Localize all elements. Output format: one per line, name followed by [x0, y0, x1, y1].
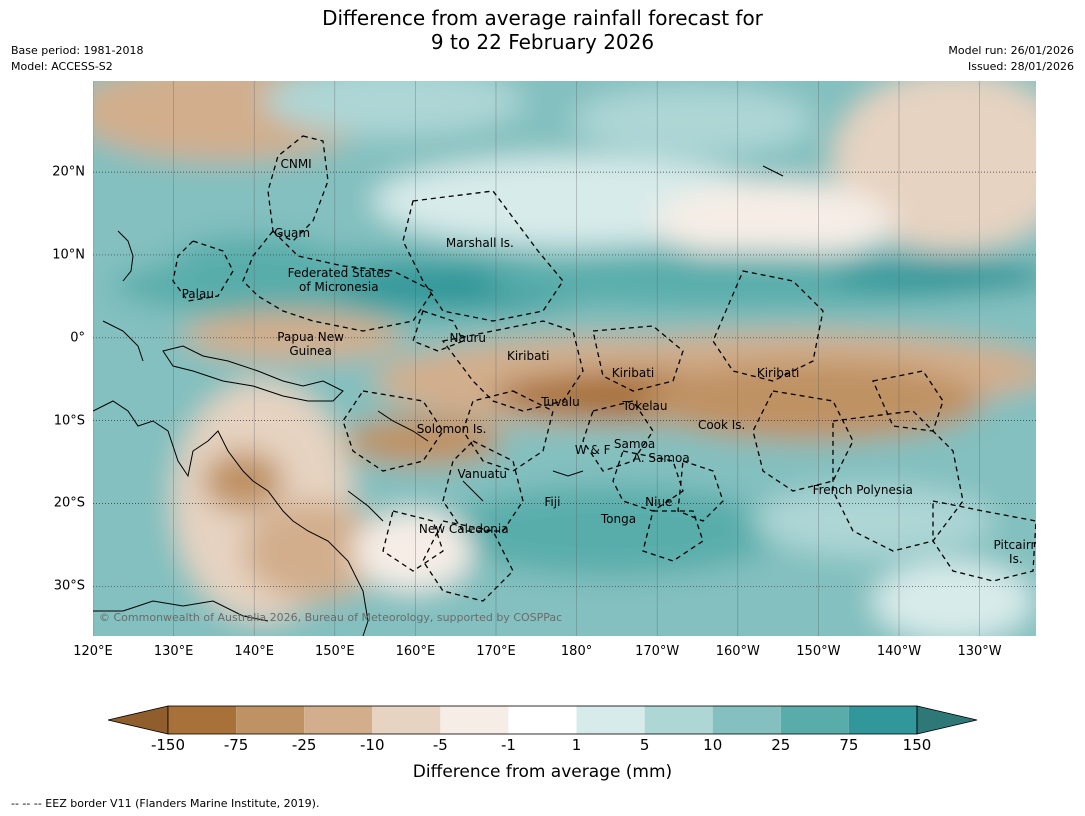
- colorbar-segment: [168, 706, 237, 734]
- colorbar-extend-high: [916, 705, 978, 735]
- longitude-tick-label: 140°E: [234, 644, 274, 659]
- region-label: Tonga: [600, 512, 637, 527]
- colorbar-segment: [304, 706, 373, 734]
- model-run: Model run: 26/01/2026: [948, 44, 1074, 57]
- longitude-tick-label: 140°W: [876, 644, 922, 659]
- longitude-tick-label: 160°W: [715, 644, 760, 659]
- region-label: Papua New Guinea: [277, 330, 344, 359]
- region-label: Palau: [181, 286, 214, 301]
- colorbar-segment: [508, 706, 577, 734]
- colorbar-tick-label: 25: [771, 736, 791, 754]
- region-label: Solomon Is.: [416, 421, 487, 436]
- region-label: Tokelau: [622, 398, 668, 413]
- colorbar-segment: [712, 706, 781, 734]
- colorbar-tick-label: -5: [432, 736, 448, 754]
- colorbar-tick-label: 1: [571, 736, 582, 754]
- base-period: Base period: 1981-2018: [11, 44, 144, 57]
- region-label: Samoa: [613, 436, 656, 451]
- copyright-notice: © Commonwealth of Australia 2026, Bureau…: [99, 611, 563, 624]
- metadata-left: Base period: 1981-2018 Model: ACCESS-S2: [11, 43, 143, 75]
- latitude-tick-label: 0°: [70, 330, 85, 346]
- issued-date: Issued: 28/01/2026: [967, 60, 1074, 73]
- colorbar-segment: [780, 706, 849, 734]
- region-label: Fiji: [544, 494, 561, 509]
- colorbar-tick-label: -150: [150, 736, 186, 754]
- region-label: Tuvalu: [541, 395, 580, 410]
- colorbar-border: [167, 705, 918, 735]
- longitude-tick-label: 150°W: [796, 644, 841, 659]
- anomaly-field: [93, 81, 1036, 636]
- latitude-tick-label: 10°S: [53, 413, 85, 429]
- eez-borders: [172, 135, 1036, 602]
- colorbar-segment: [848, 706, 917, 734]
- longitude-tick-label: 130°W: [957, 644, 1002, 659]
- eez-border-note: -- -- -- EEZ border V11 (Flanders Marine…: [11, 797, 320, 810]
- region-label: New Caledonia: [418, 522, 509, 537]
- colorbar-title: Difference from average (mm): [412, 762, 673, 782]
- region-label: Kiribati: [756, 366, 800, 381]
- title-line-1: Difference from average rainfall forecas…: [322, 6, 763, 30]
- latitude-tick-label: 10°N: [52, 247, 85, 263]
- longitude-tick-label: 120°E: [73, 644, 113, 659]
- model-name: Model: ACCESS-S2: [11, 60, 113, 73]
- longitude-tick-label: 150°E: [315, 644, 355, 659]
- colorbar-tick-label: -1: [500, 736, 516, 754]
- colorbar-tick-label: 75: [839, 736, 859, 754]
- region-label: Kiribati: [506, 349, 550, 363]
- region-label: Nauru: [449, 330, 487, 345]
- latitude-tick-label: 30°S: [53, 578, 85, 594]
- colorbar-tick-label: 5: [639, 736, 650, 754]
- colorbar-tick-label: -10: [360, 736, 385, 754]
- region-label: CNMI: [280, 156, 312, 171]
- colorbar-tick-label: -75: [223, 736, 249, 754]
- region-label: Kiribati: [611, 366, 655, 381]
- colorbar-segment: [644, 706, 713, 734]
- latitude-tick-label: 20°S: [53, 495, 85, 511]
- colorbar-segment: [440, 706, 509, 734]
- longitude-tick-label: 130°E: [153, 644, 194, 659]
- region-label: W & F: [574, 442, 611, 457]
- colorbar-extend-low: [107, 705, 169, 735]
- graticule: [93, 81, 1036, 636]
- colorbar-tick-label: -25: [291, 736, 317, 754]
- region-label: Federated States of Micronesia: [287, 265, 391, 294]
- latitude-tick-label: 20°N: [52, 164, 85, 180]
- colorbar-segment: [236, 706, 305, 734]
- region-label: A. Samoa: [632, 450, 690, 465]
- colorbar-tick-label: 150: [902, 736, 932, 754]
- longitude-tick-label: 170°W: [635, 644, 680, 659]
- region-label: Guam: [274, 225, 311, 240]
- region-label: Cook Is.: [697, 417, 746, 432]
- map-panel: © Commonwealth of Australia 2026, Bureau…: [93, 81, 1036, 636]
- longitude-tick-label: 160°E: [395, 644, 436, 659]
- longitude-tick-label: 170°E: [476, 644, 516, 659]
- colorbar-tick-label: 10: [703, 736, 723, 754]
- coastlines: [93, 165, 784, 636]
- longitude-tick-label: 180°: [560, 644, 593, 659]
- rainfall-anomaly-map: [93, 81, 1036, 636]
- metadata-right: Model run: 26/01/2026 Issued: 28/01/2026: [948, 43, 1074, 75]
- region-label: Pitcairn Is.: [993, 537, 1036, 566]
- chart-title: Difference from average rainfall forecas…: [0, 6, 1085, 54]
- region-label: Marshall Is.: [445, 235, 514, 250]
- colorbar-segment: [372, 706, 441, 734]
- region-label: Niue: [645, 494, 673, 509]
- colorbar-segment: [576, 706, 645, 734]
- region-label: French Polynesia: [812, 483, 913, 498]
- region-label: Vanuatu: [457, 467, 508, 482]
- title-line-2: 9 to 22 February 2026: [430, 30, 655, 54]
